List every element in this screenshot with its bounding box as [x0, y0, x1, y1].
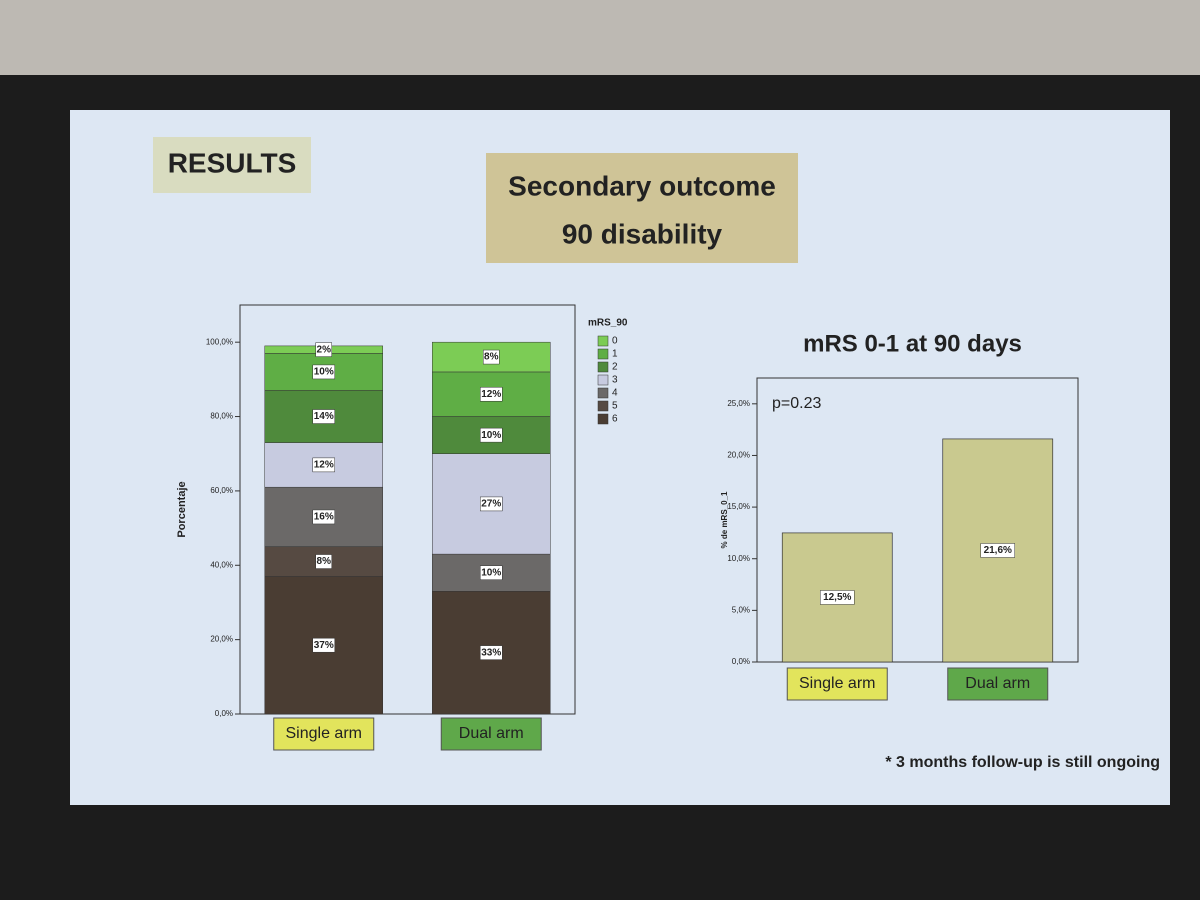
slide-title: 90 disability [562, 218, 723, 249]
footnote: * 3 months follow-up is still ongoing [885, 754, 1160, 771]
value-label: 10% [481, 567, 501, 578]
category-box [273, 717, 375, 751]
y-tick-label: 10,0% [727, 554, 750, 563]
category-box [947, 667, 1049, 701]
value-label: 21,6% [984, 545, 1012, 556]
value-label: 8% [317, 556, 332, 567]
annotation: p=0.23 [772, 395, 821, 412]
chart-title: mRS 0-1 at 90 days [803, 330, 1022, 357]
value-label: 10% [314, 367, 334, 378]
value-label: 27% [481, 499, 501, 510]
legend-label: 0 [612, 336, 618, 347]
value-label-box [312, 637, 335, 653]
legend-swatch [597, 387, 609, 399]
value-label: 12% [314, 460, 334, 471]
value-label: 2% [317, 344, 332, 355]
legend-swatch [597, 400, 609, 412]
value-label-box [480, 496, 503, 512]
legend-label: 1 [612, 349, 618, 360]
legend-label: 5 [612, 401, 618, 412]
value-label: 16% [314, 512, 334, 523]
value-label-box [312, 509, 335, 525]
value-label-box [315, 554, 332, 569]
value-label: 10% [481, 430, 501, 441]
legend-label: 3 [612, 375, 618, 386]
ceiling [0, 0, 1200, 75]
value-label-box [980, 543, 1015, 558]
category-box [786, 667, 888, 701]
value-label-box [315, 342, 332, 357]
y-axis-label: Porcentaje [176, 481, 188, 537]
title-box [486, 153, 798, 263]
value-label-box [312, 364, 335, 380]
section-box [153, 137, 311, 193]
legend-label: 2 [612, 362, 618, 373]
y-tick-label: 25,0% [727, 399, 750, 408]
legend-swatch [597, 413, 609, 425]
bar-segment [432, 553, 551, 592]
legend-title: mRS_90 [588, 318, 628, 329]
y-tick-label: 20,0% [210, 635, 233, 644]
value-label: 12,5% [823, 592, 851, 603]
y-tick-label: 60,0% [210, 486, 233, 495]
section-label: RESULTS [168, 147, 297, 178]
value-label: 14% [314, 411, 334, 422]
plot-frame [239, 304, 576, 715]
value-label-box [483, 349, 500, 365]
y-tick-label: 15,0% [727, 502, 750, 511]
value-label-box [820, 590, 855, 605]
x-tick-label: Dual arm [965, 675, 1030, 692]
value-label: 8% [484, 352, 499, 363]
y-tick-label: 100,0% [206, 337, 233, 346]
plot-frame [756, 377, 1079, 663]
value-label-box [480, 645, 503, 660]
y-tick-label: 0,0% [215, 709, 233, 718]
value-label-box [480, 427, 503, 443]
legend-swatch [597, 361, 609, 373]
y-tick-label: 80,0% [210, 412, 233, 421]
slide-title: Secondary outcome [508, 170, 776, 201]
value-label: 12% [481, 389, 501, 400]
legend-swatch [597, 374, 609, 386]
y-tick-label: 0,0% [732, 657, 750, 666]
x-tick-label: Single arm [799, 675, 875, 692]
legend-label: 6 [612, 414, 618, 425]
value-label-box [312, 457, 335, 473]
value-label-box [312, 409, 335, 424]
y-tick-label: 20,0% [727, 451, 750, 460]
y-tick-label: 40,0% [210, 560, 233, 569]
x-tick-label: Single arm [286, 725, 362, 742]
value-label-box [480, 386, 503, 402]
x-tick-label: Dual arm [459, 725, 524, 742]
value-label-box [480, 565, 503, 580]
y-axis-label: % de mRS_0_1 [720, 491, 729, 548]
legend-swatch [597, 348, 609, 360]
value-label: 33% [481, 647, 501, 658]
value-label: 37% [314, 640, 334, 651]
legend-swatch [597, 335, 609, 347]
category-box [440, 717, 542, 751]
y-tick-label: 5,0% [732, 605, 750, 614]
legend-label: 4 [612, 388, 618, 399]
